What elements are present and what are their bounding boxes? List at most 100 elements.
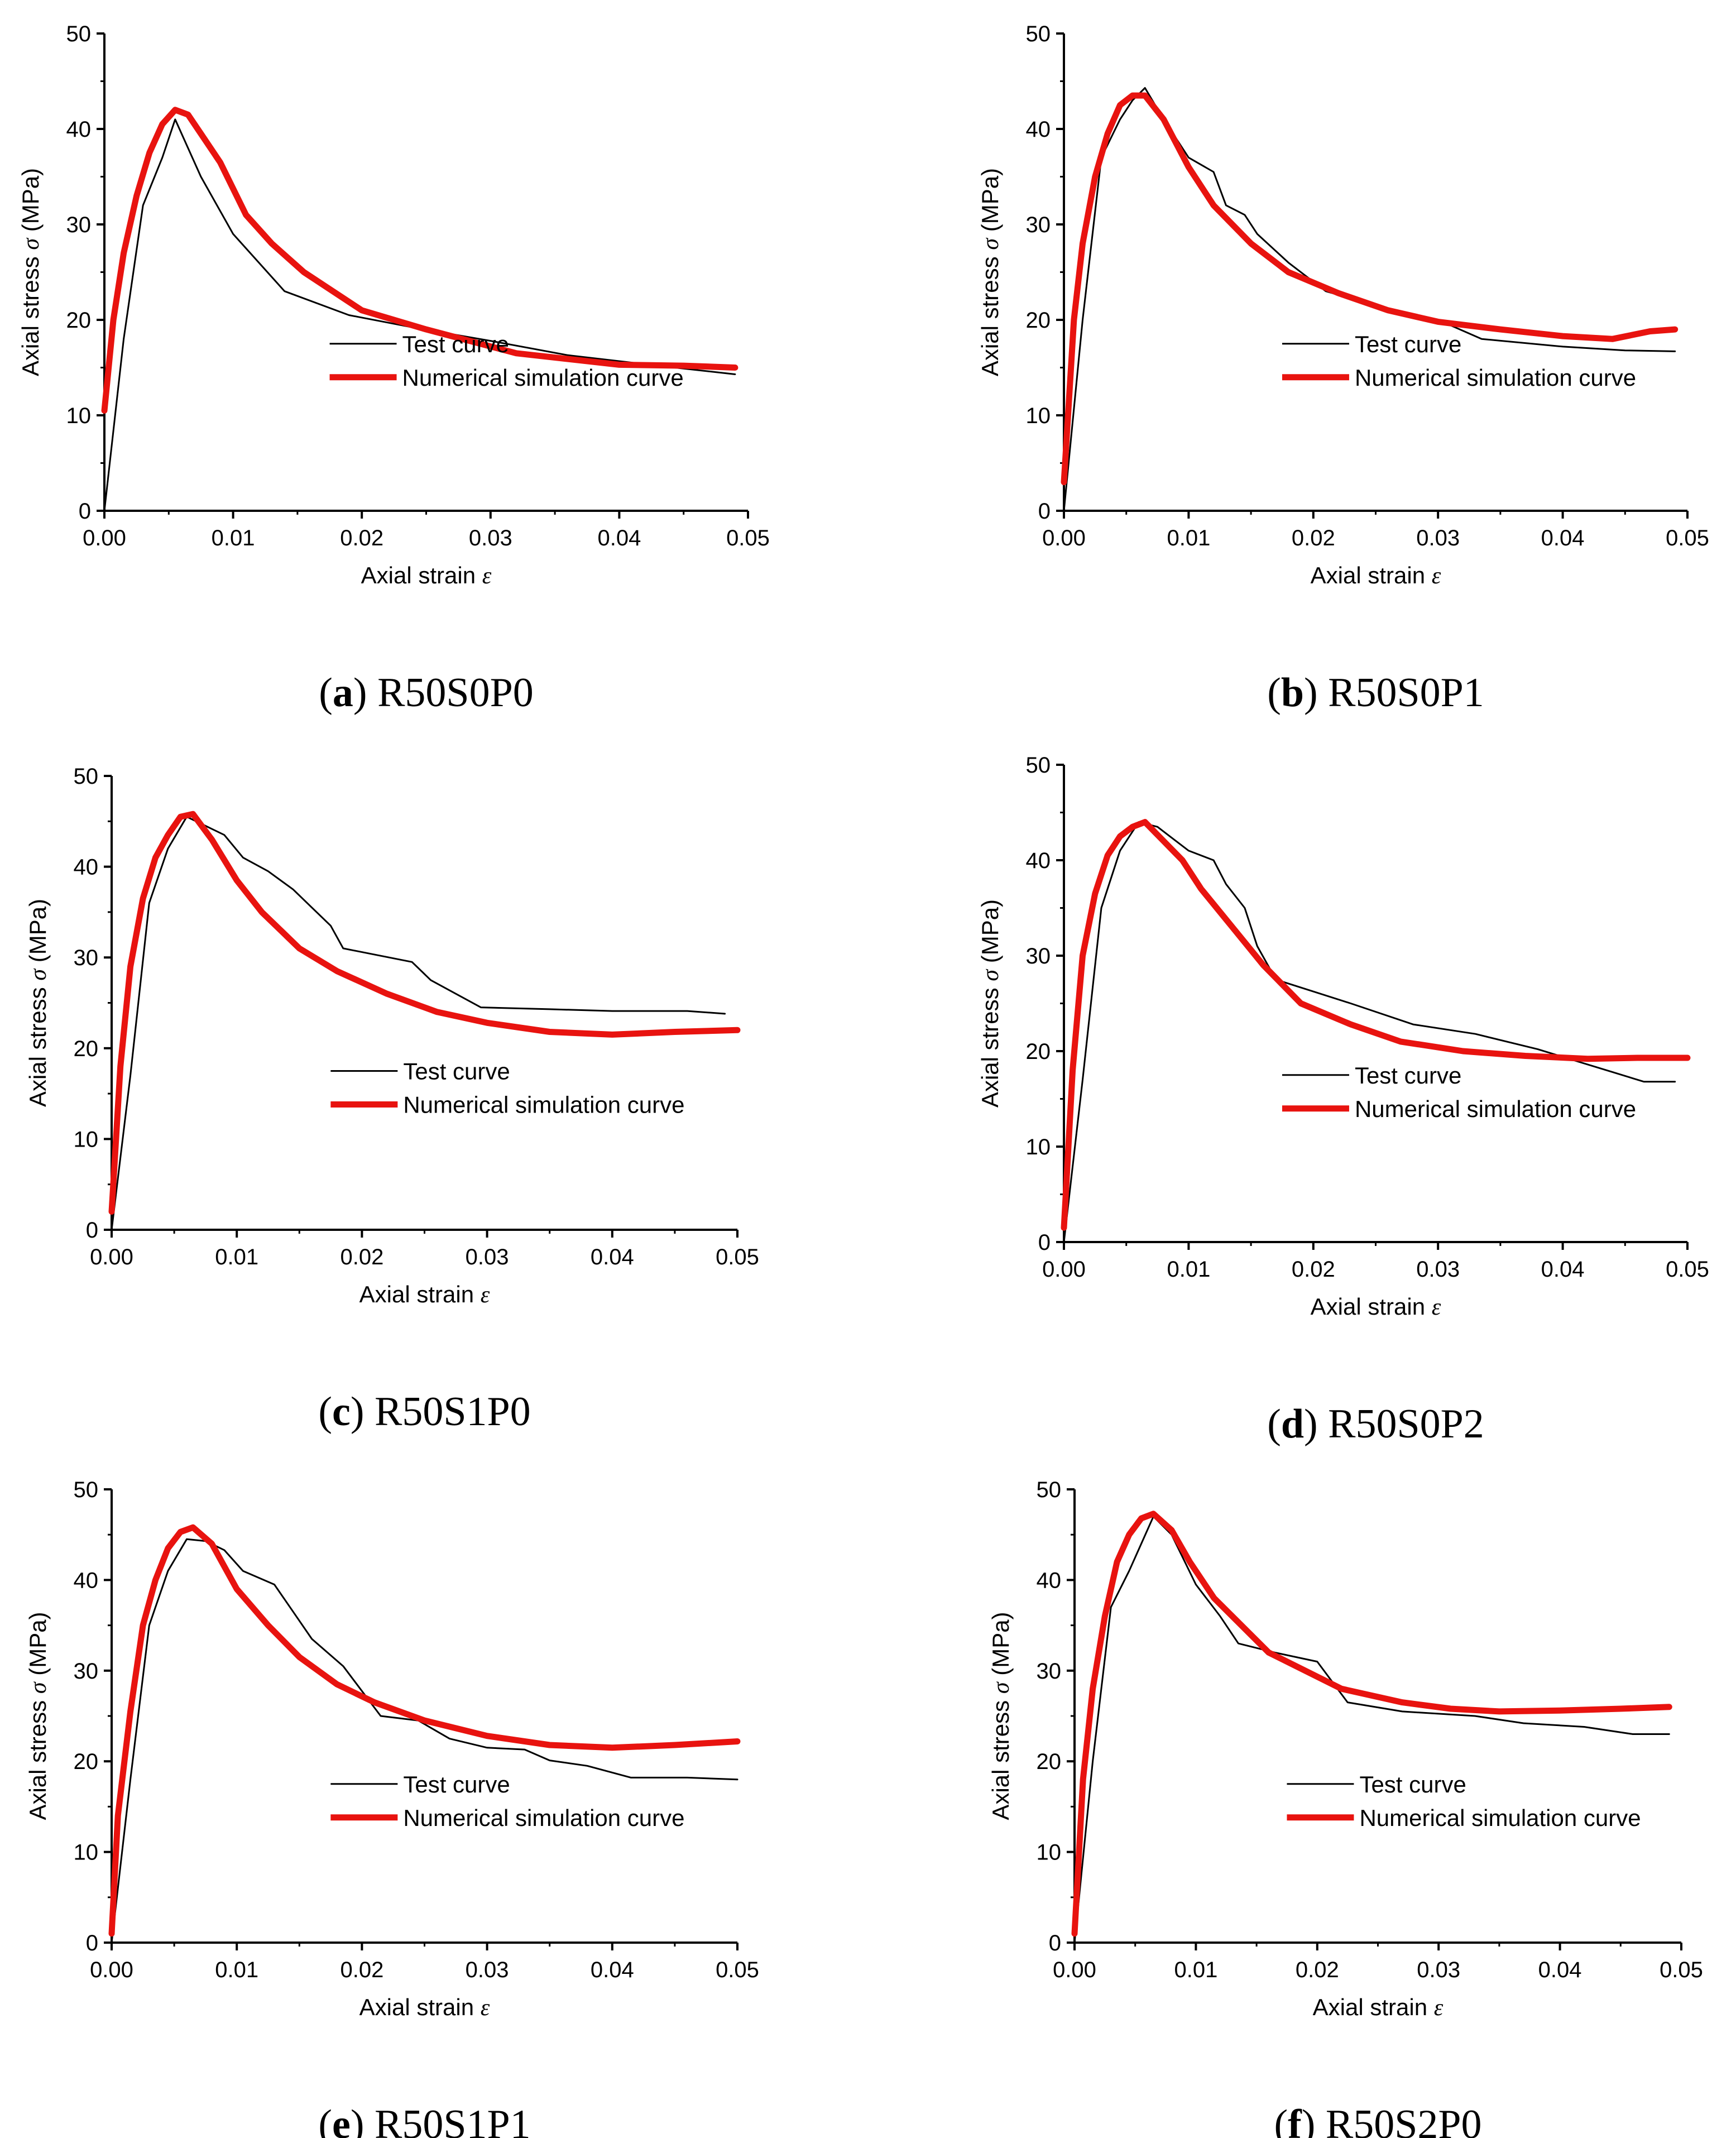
chart-panel-e: 0 10 20 30 40 50 0.00 0.01 0.02 0.03 0.04 0.05 Axial… [25,1478,759,2138]
x-axis-title: Axial strain ε [1313,1994,1444,2021]
y-tick-label: 0 [1038,1230,1051,1255]
x-tick-label: 0.00 [1053,1958,1096,1982]
chart-panel-c: 0 10 20 30 40 50 0.00 0.01 0.02 0.03 0.04 0.05 Axial… [25,764,759,1435]
x-tick-label: 0.05 [1660,1958,1703,1982]
x-tick-label: 0.03 [1416,1257,1460,1282]
y-tick-label: 20 [1037,1749,1062,1774]
numerical-simulation-line [1061,819,1691,1231]
y-tick-label: 10 [74,1840,99,1865]
numerical-simulation-line [108,811,741,1215]
x-tick-label: 0.05 [1666,526,1709,550]
y-tick-label: 50 [1037,1478,1062,1502]
x-tick-label: 0.00 [1042,1257,1086,1282]
y-tick-label: 50 [74,764,99,789]
legend: Test curve Numerical simulation curve [1287,1771,1641,1831]
x-tick-label: 0.03 [469,526,512,550]
x-tick-label: 0.05 [1666,1257,1709,1282]
y-tick-label: 20 [66,308,92,333]
y-tick-label: 20 [1026,1039,1051,1064]
y-tick-label: 30 [1026,213,1051,237]
x-axis-title: Axial strain ε [1311,562,1441,589]
y-tick-label: 20 [74,1749,99,1774]
x-tick-label: 0.01 [212,526,255,550]
x-tick-label: 0.04 [1538,1958,1582,1982]
legend: Test curve Numerical simulation curve [1282,1062,1636,1122]
legend-test-label: Test curve [1359,1771,1466,1797]
y-tick-label: 40 [74,1568,99,1593]
test-curve-line [1073,1516,1670,1944]
y-tick-label: 0 [86,1218,98,1243]
x-axis-title: Axial strain ε [359,1994,490,2021]
x-tick-label: 0.05 [726,526,770,550]
legend-test-label: Test curve [403,1771,510,1797]
x-tick-label: 0.00 [1042,526,1086,550]
panel-caption: (e) R50S1P1 [318,2102,530,2138]
panel-caption: (c) R50S1P0 [318,1389,530,1435]
x-axis-title: Axial strain ε [361,562,492,589]
legend-test-label: Test curve [402,331,509,357]
legend-sim-label: Numerical simulation curve [1355,1096,1636,1122]
y-tick-label: 0 [1038,499,1051,524]
legend-sim-label: Numerical simulation curve [1355,365,1636,391]
y-tick-label: 10 [66,404,92,428]
y-tick-label: 0 [1049,1931,1061,1955]
y-tick-label: 50 [74,1478,99,1502]
legend: Test curve Numerical simulation curve [329,331,684,391]
y-tick-label: 10 [74,1127,99,1152]
x-tick-label: 0.00 [90,1245,133,1269]
legend-sim-label: Numerical simulation curve [403,1091,684,1118]
y-axis-title: Axial stress σ (MPa) [977,168,1004,376]
x-tick-label: 0.01 [215,1245,258,1269]
y-tick-label: 0 [86,1931,98,1955]
y-tick-label: 50 [1026,753,1051,778]
legend-test-label: Test curve [403,1058,510,1084]
test-curve-line [103,118,736,512]
y-tick-label: 40 [1026,849,1051,873]
y-axis-title: Axial stress σ (MPa) [17,168,44,376]
x-tick-label: 0.02 [340,1245,383,1269]
numerical-simulation-line [1061,92,1679,486]
panel-caption: (a) R50S0P0 [319,670,533,716]
y-tick-label: 20 [74,1037,99,1061]
legend-sim-label: Numerical simulation curve [1359,1805,1641,1831]
x-axis-title: Axial strain ε [359,1281,490,1308]
legend: Test curve Numerical simulation curve [1282,331,1636,391]
x-tick-label: 0.03 [466,1245,509,1269]
x-tick-label: 0.01 [1167,526,1210,550]
y-axis-title: Axial stress σ (MPa) [25,899,51,1107]
x-tick-label: 0.04 [591,1958,634,1982]
panel-caption: (f) R50S2P0 [1274,2102,1481,2138]
x-tick-label: 0.02 [340,526,383,550]
test-curve-line [111,1538,738,1944]
y-tick-label: 50 [1026,22,1051,46]
legend-test-label: Test curve [1355,331,1461,357]
y-tick-label: 40 [66,117,92,142]
y-tick-label: 10 [1026,404,1051,428]
y-tick-label: 50 [66,22,92,46]
numerical-simulation-line [1071,1511,1672,1937]
x-tick-label: 0.05 [716,1245,759,1269]
x-tick-label: 0.01 [1174,1958,1217,1982]
y-axis-title: Axial stress σ (MPa) [25,1612,51,1820]
chart-panel-a: 0 10 20 30 40 50 0.00 0.01 0.02 0.03 0.04 0.05 Axial… [17,22,770,716]
legend: Test curve Numerical simulation curve [330,1771,685,1831]
x-tick-label: 0.02 [1296,1958,1339,1982]
x-tick-label: 0.00 [83,526,126,550]
x-tick-label: 0.04 [591,1245,634,1269]
legend-sim-label: Numerical simulation curve [403,1805,684,1831]
y-tick-label: 30 [74,946,99,970]
y-tick-label: 30 [1026,944,1051,969]
y-tick-label: 30 [74,1659,99,1684]
x-tick-label: 0.03 [1417,1958,1460,1982]
panel-caption: (b) R50S0P1 [1267,670,1484,716]
y-tick-label: 20 [1026,308,1051,333]
x-tick-label: 0.05 [716,1958,759,1982]
x-tick-label: 0.04 [1541,526,1585,550]
chart-panel-b: 0 10 20 30 40 50 0.00 0.01 0.02 0.03 0.04 0.05 Axial… [977,22,1709,716]
y-tick-label: 40 [1026,117,1051,142]
x-tick-label: 0.04 [1541,1257,1585,1282]
y-tick-label: 30 [66,213,92,237]
chart-panel-d: 0 10 20 30 40 50 0.00 0.01 0.02 0.03 0.04 0.05 Axial… [977,753,1709,1447]
y-tick-label: 30 [1037,1659,1062,1684]
